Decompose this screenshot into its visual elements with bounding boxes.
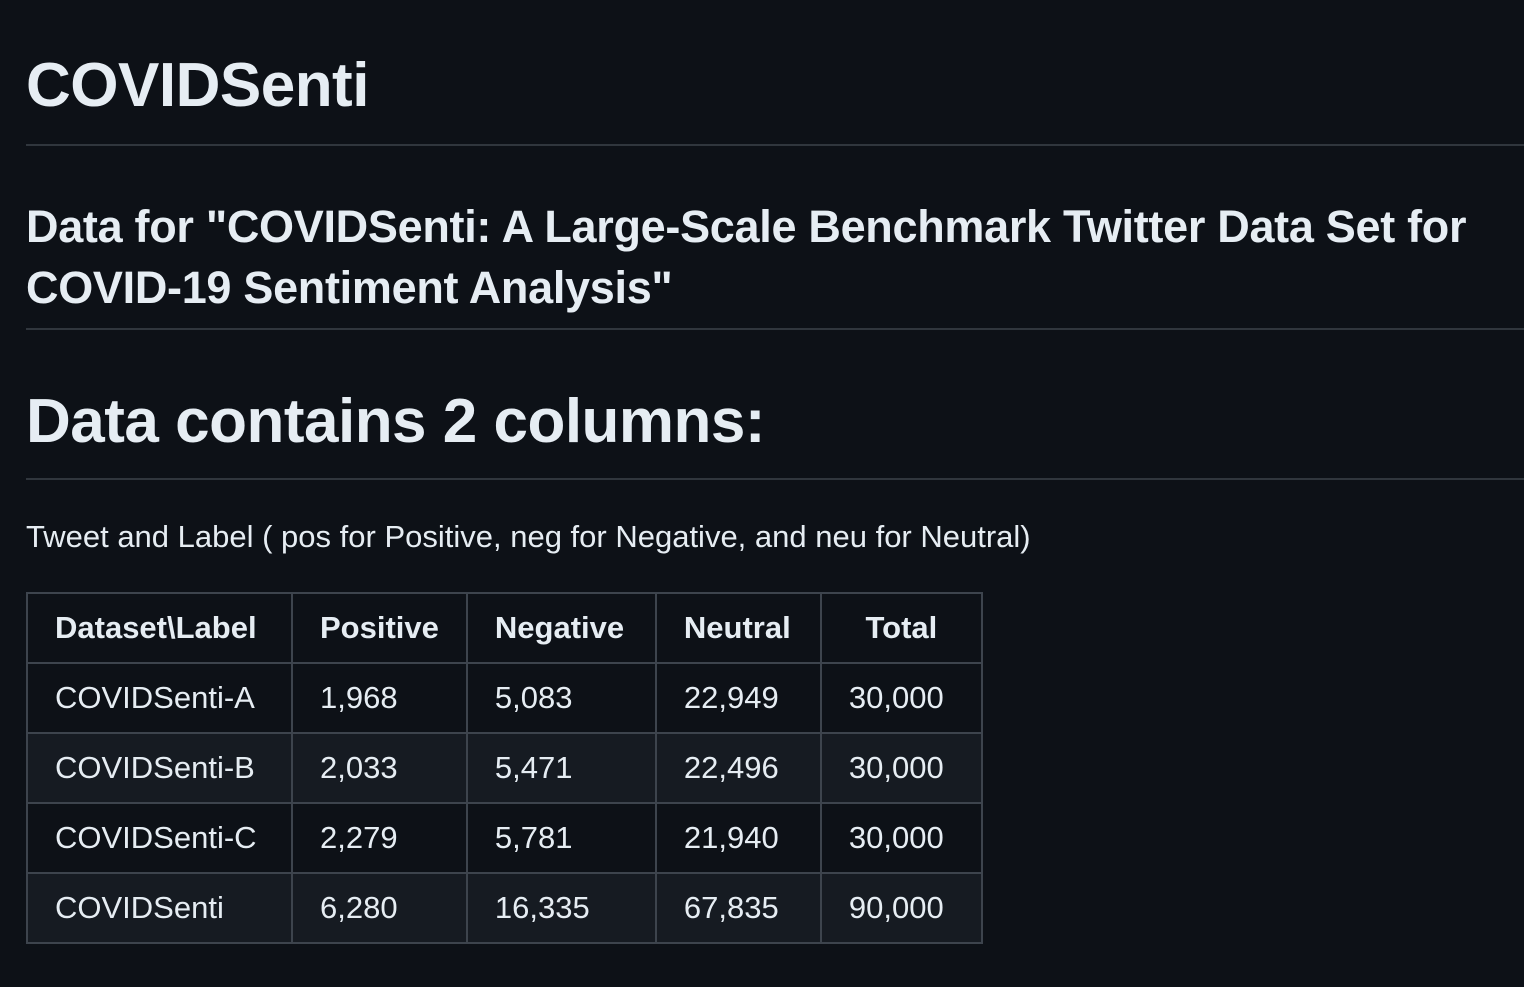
cell-negative: 5,471 xyxy=(465,732,657,804)
cell-neutral: 22,949 xyxy=(654,662,822,734)
section-heading: Data contains 2 columns: xyxy=(26,387,766,456)
page-title: COVIDSenti xyxy=(26,51,369,120)
cell-negative: 16,335 xyxy=(465,872,657,944)
section-divider xyxy=(26,478,1524,480)
description-text: Tweet and Label ( pos for Positive, neg … xyxy=(26,519,1031,554)
subtitle-heading: Data for "COVIDSenti: A Large-Scale Benc… xyxy=(26,201,1467,313)
cell-total: 30,000 xyxy=(819,732,983,804)
cell-neutral: 22,496 xyxy=(654,732,822,804)
cell-dataset: COVIDSenti-A xyxy=(26,662,293,734)
cell-positive: 2,033 xyxy=(291,732,468,804)
header-neutral: Neutral xyxy=(654,592,822,664)
subtitle-divider xyxy=(26,328,1524,330)
table-row: COVIDSenti-B 2,033 5,471 22,496 30,000 xyxy=(26,732,983,804)
header-negative: Negative xyxy=(465,592,657,664)
header-positive: Positive xyxy=(291,592,468,664)
cell-total: 90,000 xyxy=(819,872,983,944)
cell-total: 30,000 xyxy=(819,802,983,874)
dataset-table: Dataset\Label Positive Negative Neutral … xyxy=(26,592,983,944)
cell-neutral: 21,940 xyxy=(654,802,822,874)
header-total: Total xyxy=(819,592,983,664)
header-dataset-label: Dataset\Label xyxy=(26,592,293,664)
table-header-row: Dataset\Label Positive Negative Neutral … xyxy=(26,592,983,664)
cell-negative: 5,781 xyxy=(465,802,657,874)
cell-positive: 6,280 xyxy=(291,872,468,944)
table-row: COVIDSenti-C 2,279 5,781 21,940 30,000 xyxy=(26,802,983,874)
cell-dataset: COVIDSenti xyxy=(26,872,293,944)
cell-negative: 5,083 xyxy=(465,662,657,734)
cell-total: 30,000 xyxy=(819,662,983,734)
table-row: COVIDSenti 6,280 16,335 67,835 90,000 xyxy=(26,872,983,944)
table-row: COVIDSenti-A 1,968 5,083 22,949 30,000 xyxy=(26,662,983,734)
cell-positive: 2,279 xyxy=(291,802,468,874)
cell-neutral: 67,835 xyxy=(654,872,822,944)
cell-positive: 1,968 xyxy=(291,662,468,734)
cell-dataset: COVIDSenti-C xyxy=(26,802,293,874)
title-divider xyxy=(26,144,1524,146)
cell-dataset: COVIDSenti-B xyxy=(26,732,293,804)
